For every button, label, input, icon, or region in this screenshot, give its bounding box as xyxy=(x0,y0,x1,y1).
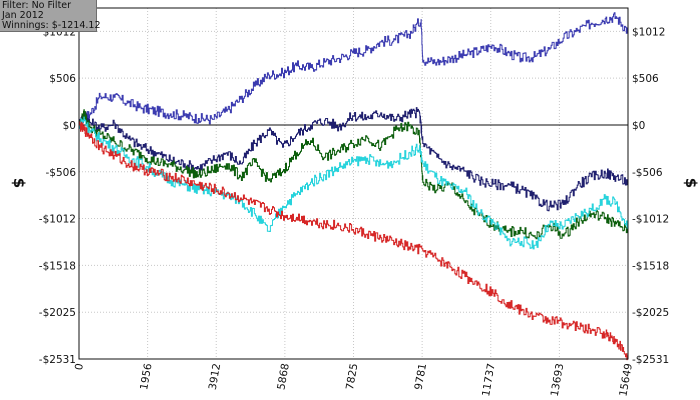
y-tick-label-left: $0 xyxy=(63,120,76,132)
winnings-label: Winnings: $-1214.12 xyxy=(2,20,101,31)
y-tick-label-left: $506 xyxy=(49,73,76,85)
x-tick-label: 11737 xyxy=(480,362,498,397)
y-tick-label-left: -$2531 xyxy=(39,354,76,366)
y-axis-label-right: $ xyxy=(682,178,700,188)
y-tick-label-right: -$2531 xyxy=(632,354,669,366)
series-line-2 xyxy=(78,107,629,212)
y-tick-label-right: -$506 xyxy=(632,167,663,179)
x-tick-label: 0 xyxy=(73,362,86,371)
y-tick-label-right: $506 xyxy=(632,73,659,85)
grid xyxy=(79,8,628,360)
y-tick-label-right: $1012 xyxy=(632,26,665,38)
x-tick-labels: 0 1956 3912 5868 7825 9781 11737 13693 15649 xyxy=(73,362,635,397)
x-tick-label: 15649 xyxy=(617,362,635,397)
x-tick-label: 1956 xyxy=(138,362,155,391)
y-tick-label-left: -$506 xyxy=(45,167,76,179)
y-tick-label-right: $0 xyxy=(632,120,645,132)
x-tick-label: 3912 xyxy=(207,362,223,390)
y-tick-label-right: -$2025 xyxy=(632,307,669,319)
x-tick-label: 5868 xyxy=(275,362,291,390)
right-y-tick-labels: $1012 $506 $0 -$506 -$1012 -$1518 -$2025 -$2531 xyxy=(632,26,669,366)
x-tick-label: 9781 xyxy=(413,362,429,390)
y-axis-label-left: $ xyxy=(10,178,28,188)
y-tick-label-right: -$1518 xyxy=(632,260,669,272)
x-tick-label: 7825 xyxy=(344,362,360,390)
y-tick-label-left: -$2025 xyxy=(39,307,76,319)
y-tick-label-left: -$1518 xyxy=(39,260,76,272)
series-lines xyxy=(78,12,629,361)
left-y-tick-labels: $1012$506$0-$506-$1012-$1518-$2025-$2531 xyxy=(39,26,77,366)
period-label: Jan 2012 xyxy=(2,10,44,21)
filter-label: Filter: No Filter xyxy=(2,0,72,11)
series-line-3 xyxy=(78,109,629,240)
plot-frame xyxy=(78,7,629,360)
info-panel: Filter: No Filter Jan 2012 Winnings: $-1… xyxy=(0,0,101,32)
series-line-5 xyxy=(78,121,629,361)
x-tick-label: 13693 xyxy=(549,362,567,397)
y-tick-label-right: -$1012 xyxy=(632,214,669,226)
y-tick-label-left: -$1012 xyxy=(39,214,76,226)
series-line-1 xyxy=(78,12,629,129)
